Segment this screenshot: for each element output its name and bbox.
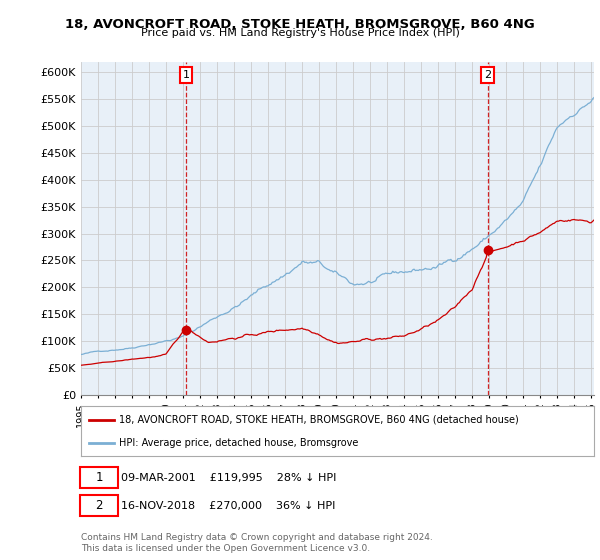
Text: 1: 1 — [95, 471, 103, 484]
FancyBboxPatch shape — [80, 467, 118, 488]
Text: 2: 2 — [95, 499, 103, 512]
Text: Contains HM Land Registry data © Crown copyright and database right 2024.
This d: Contains HM Land Registry data © Crown c… — [81, 533, 433, 553]
Text: 18, AVONCROFT ROAD, STOKE HEATH, BROMSGROVE, B60 4NG: 18, AVONCROFT ROAD, STOKE HEATH, BROMSGR… — [65, 18, 535, 31]
Text: Price paid vs. HM Land Registry's House Price Index (HPI): Price paid vs. HM Land Registry's House … — [140, 28, 460, 38]
Text: HPI: Average price, detached house, Bromsgrove: HPI: Average price, detached house, Brom… — [119, 438, 359, 448]
Text: 16-NOV-2018    £270,000    36% ↓ HPI: 16-NOV-2018 £270,000 36% ↓ HPI — [121, 501, 335, 511]
Text: 09-MAR-2001    £119,995    28% ↓ HPI: 09-MAR-2001 £119,995 28% ↓ HPI — [121, 473, 337, 483]
Text: 2: 2 — [484, 70, 491, 80]
Text: 18, AVONCROFT ROAD, STOKE HEATH, BROMSGROVE, B60 4NG (detached house): 18, AVONCROFT ROAD, STOKE HEATH, BROMSGR… — [119, 414, 519, 424]
FancyBboxPatch shape — [80, 495, 118, 516]
Text: 1: 1 — [182, 70, 190, 80]
